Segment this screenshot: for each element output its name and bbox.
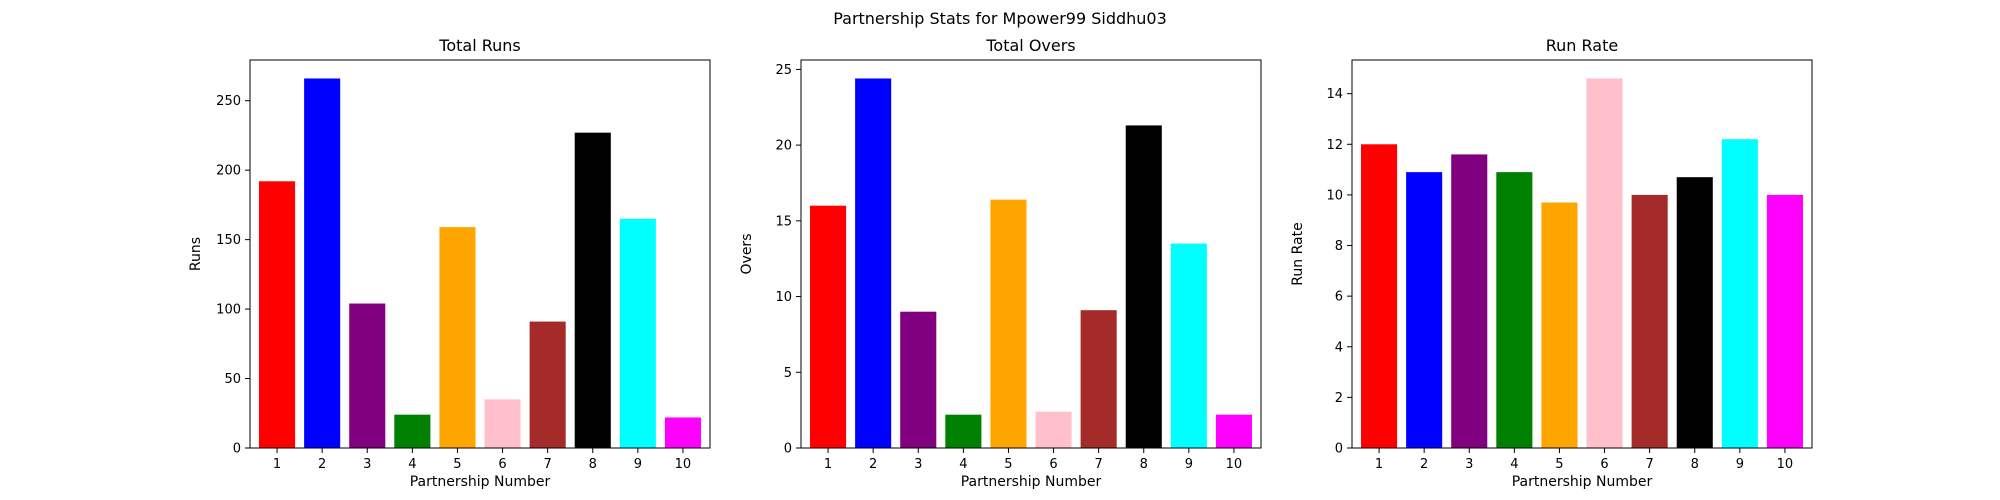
bar <box>574 132 611 448</box>
bar <box>1406 172 1443 448</box>
bar <box>619 218 656 448</box>
y-tick-label: 0 <box>233 442 241 457</box>
y-tick-label: 25 <box>775 63 792 78</box>
x-tick-label: 4 <box>959 457 967 472</box>
y-axis-label: Runs <box>188 237 204 271</box>
figure-title: Partnership Stats for Mpower99 Siddhu03 <box>833 9 1167 28</box>
y-tick-label: 10 <box>775 290 792 305</box>
y-tick-label: 10 <box>1326 188 1343 203</box>
x-tick-label: 1 <box>273 457 281 472</box>
y-tick-label: 12 <box>1326 138 1343 153</box>
bar <box>1631 194 1668 448</box>
x-tick-label: 7 <box>1646 457 1654 472</box>
bar <box>1125 125 1162 449</box>
bar <box>1451 154 1488 448</box>
y-tick-label: 200 <box>216 164 241 179</box>
y-tick-label: 0 <box>1335 442 1343 457</box>
x-tick-label: 3 <box>363 457 371 472</box>
x-tick-label: 7 <box>544 457 552 472</box>
x-tick-label: 10 <box>1226 457 1243 472</box>
x-tick-label: 4 <box>408 457 416 472</box>
plot-frame <box>1351 59 1813 449</box>
bar <box>1170 243 1207 448</box>
y-tick-label: 20 <box>775 139 792 154</box>
bar <box>1541 202 1578 448</box>
chart-title: Run Rate <box>1546 36 1618 55</box>
x-tick-label: 9 <box>1736 457 1744 472</box>
chart-title: Total Runs <box>438 36 520 55</box>
x-tick-label: 10 <box>1777 457 1794 472</box>
y-tick-label: 50 <box>224 372 241 387</box>
bar <box>855 78 892 448</box>
bar <box>484 399 521 448</box>
plot-frame <box>800 59 1262 449</box>
bar <box>259 181 296 448</box>
x-tick-label: 5 <box>1555 457 1563 472</box>
bar <box>990 199 1027 448</box>
x-tick-label: 6 <box>1049 457 1057 472</box>
x-axis-label: Partnership Number <box>410 474 551 490</box>
x-tick-label: 6 <box>1600 457 1608 472</box>
x-tick-label: 4 <box>1510 457 1518 472</box>
x-tick-label: 6 <box>498 457 506 472</box>
y-tick-label: 5 <box>784 366 792 381</box>
y-tick-label: 8 <box>1335 239 1343 254</box>
bar <box>304 78 341 448</box>
bar <box>1035 411 1072 448</box>
bar <box>1080 310 1117 448</box>
y-axis-label: Run Rate <box>1290 222 1306 285</box>
bar <box>394 414 431 448</box>
bar <box>1676 177 1713 448</box>
plot-frame <box>249 59 711 449</box>
y-tick-label: 100 <box>216 303 241 318</box>
x-tick-label: 10 <box>675 457 692 472</box>
bar <box>810 205 847 448</box>
bar <box>1586 78 1623 448</box>
bar <box>1766 194 1803 448</box>
x-tick-label: 1 <box>1375 457 1383 472</box>
x-tick-label: 2 <box>318 457 326 472</box>
chart-panel-2: 1 2 3 4 5 6 7 8 9 10 0 5 10 15 20 25 Total Overs Partners… <box>739 36 1262 490</box>
x-tick-label: 3 <box>914 457 922 472</box>
bar <box>664 417 701 448</box>
chart-title: Total Overs <box>985 36 1075 55</box>
bar <box>900 311 937 448</box>
x-tick-label: 9 <box>634 457 642 472</box>
y-tick-label: 6 <box>1335 290 1343 305</box>
y-axis-label: Overs <box>739 234 755 275</box>
x-tick-label: 9 <box>1185 457 1193 472</box>
bar <box>1361 144 1398 448</box>
bar <box>439 227 476 448</box>
x-tick-label: 2 <box>1420 457 1428 472</box>
x-axis-label: Partnership Number <box>1512 474 1653 490</box>
bar <box>1721 139 1758 448</box>
bar <box>1215 414 1252 448</box>
y-tick-label: 4 <box>1335 340 1343 355</box>
bar <box>945 414 982 448</box>
x-tick-label: 3 <box>1465 457 1473 472</box>
x-tick-label: 5 <box>1004 457 1012 472</box>
x-tick-label: 8 <box>589 457 597 472</box>
x-axis-label: Partnership Number <box>961 474 1102 490</box>
bar <box>349 303 386 448</box>
x-tick-label: 1 <box>824 457 832 472</box>
y-tick-label: 15 <box>775 214 792 229</box>
y-tick-label: 0 <box>784 442 792 457</box>
bar <box>1496 172 1533 448</box>
y-tick-label: 250 <box>216 94 241 109</box>
x-tick-label: 2 <box>869 457 877 472</box>
x-tick-label: 8 <box>1140 457 1148 472</box>
x-tick-label: 8 <box>1691 457 1699 472</box>
bar <box>529 321 566 448</box>
x-tick-label: 5 <box>453 457 461 472</box>
y-tick-label: 14 <box>1326 87 1343 102</box>
x-tick-label: 7 <box>1095 457 1103 472</box>
y-tick-label: 150 <box>216 233 241 248</box>
y-tick-label: 2 <box>1335 391 1343 406</box>
